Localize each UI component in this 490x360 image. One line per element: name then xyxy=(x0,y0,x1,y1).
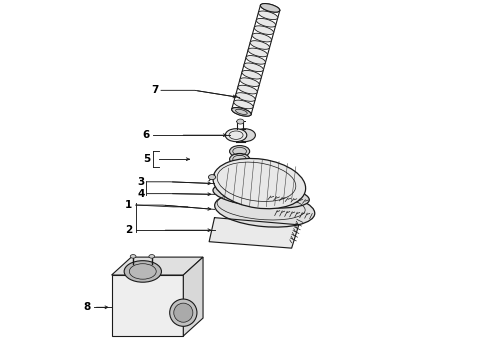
Ellipse shape xyxy=(248,48,268,57)
Ellipse shape xyxy=(230,145,250,157)
Text: 1: 1 xyxy=(125,200,132,210)
Text: 5: 5 xyxy=(143,154,150,164)
Ellipse shape xyxy=(234,100,253,109)
Ellipse shape xyxy=(256,18,276,27)
Ellipse shape xyxy=(170,299,197,326)
Ellipse shape xyxy=(252,33,271,42)
Ellipse shape xyxy=(254,26,274,35)
Polygon shape xyxy=(112,257,203,275)
Ellipse shape xyxy=(258,11,278,19)
Ellipse shape xyxy=(250,41,270,49)
Ellipse shape xyxy=(230,153,250,165)
Ellipse shape xyxy=(230,161,250,173)
Ellipse shape xyxy=(237,119,244,124)
Polygon shape xyxy=(112,275,183,336)
Ellipse shape xyxy=(208,175,216,180)
Ellipse shape xyxy=(244,63,264,72)
Ellipse shape xyxy=(236,93,255,101)
Ellipse shape xyxy=(213,158,306,209)
Text: 8: 8 xyxy=(84,302,91,312)
Ellipse shape xyxy=(174,303,193,322)
Ellipse shape xyxy=(149,255,155,258)
Ellipse shape xyxy=(124,261,161,282)
Ellipse shape xyxy=(215,192,315,227)
Ellipse shape xyxy=(225,129,247,141)
Ellipse shape xyxy=(232,108,251,116)
Polygon shape xyxy=(183,257,203,336)
Ellipse shape xyxy=(234,129,255,141)
Ellipse shape xyxy=(213,182,309,208)
Ellipse shape xyxy=(242,71,261,79)
Ellipse shape xyxy=(238,85,257,94)
Ellipse shape xyxy=(130,255,136,258)
Text: 6: 6 xyxy=(143,130,150,140)
Text: 4: 4 xyxy=(137,189,145,199)
Ellipse shape xyxy=(246,55,266,64)
Ellipse shape xyxy=(240,78,259,86)
Ellipse shape xyxy=(260,4,280,12)
Polygon shape xyxy=(209,218,299,248)
Ellipse shape xyxy=(232,108,251,116)
Text: 2: 2 xyxy=(125,225,132,235)
Text: 7: 7 xyxy=(151,85,158,95)
Ellipse shape xyxy=(260,4,280,12)
Text: 3: 3 xyxy=(137,177,145,187)
